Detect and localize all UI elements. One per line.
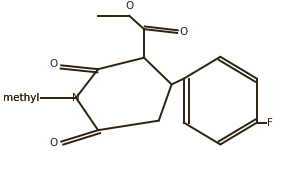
Text: F: F [267, 118, 273, 128]
Text: O: O [125, 1, 133, 11]
Text: N: N [72, 93, 80, 103]
Text: methyl: methyl [3, 93, 40, 103]
Text: O: O [180, 27, 188, 37]
Text: methyl: methyl [3, 93, 40, 103]
Text: O: O [50, 60, 58, 69]
Text: O: O [50, 138, 58, 147]
